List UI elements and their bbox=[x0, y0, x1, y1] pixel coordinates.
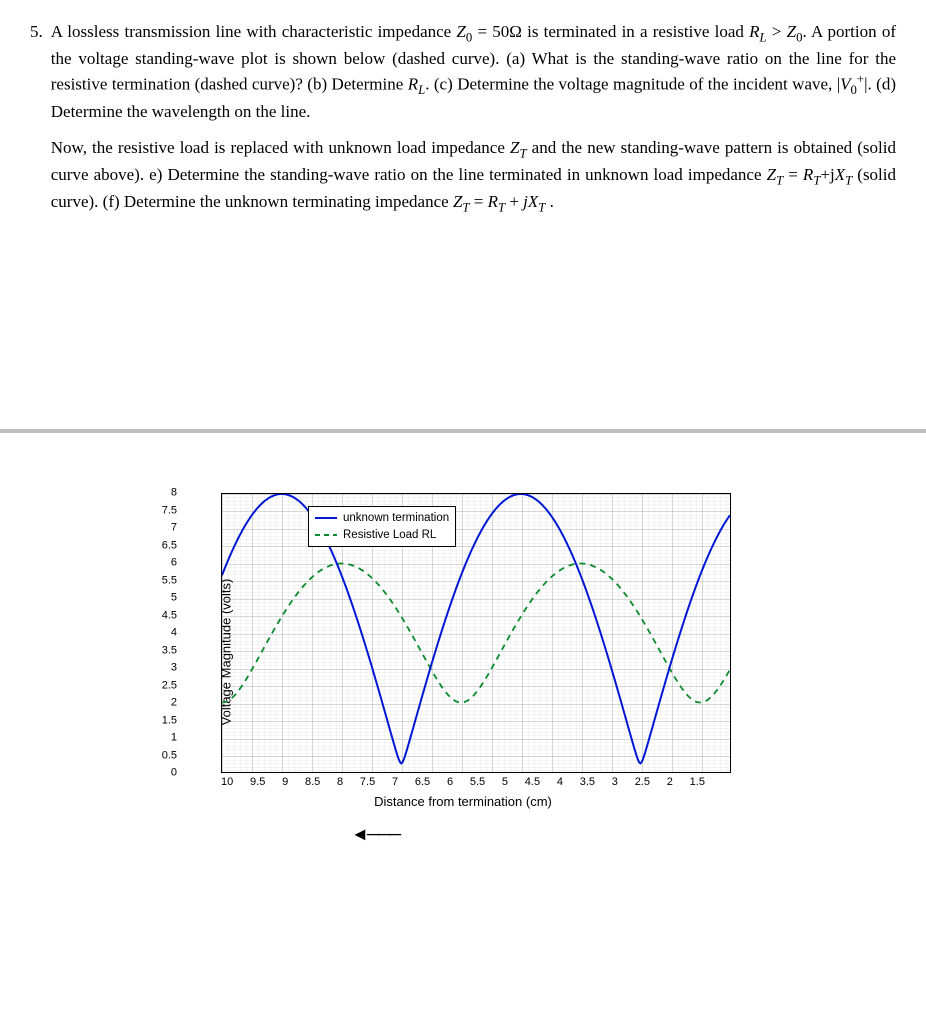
sub-L: L bbox=[760, 30, 767, 44]
sub-T: T bbox=[519, 146, 526, 160]
text: . (c) Determine the voltage magnitude of… bbox=[425, 75, 840, 94]
text: +j bbox=[820, 165, 834, 184]
problem-body: A lossless transmission line with charac… bbox=[51, 20, 896, 229]
text: = 50Ω is terminated in a resistive load bbox=[472, 22, 749, 41]
plot-area: unknown termination Resistive Load RL bbox=[221, 493, 731, 773]
legend-item: Resistive Load RL bbox=[315, 527, 449, 543]
paragraph-2: Now, the resistive load is replaced with… bbox=[51, 136, 896, 218]
divider bbox=[0, 429, 926, 433]
sub-T: T bbox=[462, 201, 469, 215]
sym-R: R bbox=[488, 192, 498, 211]
sym-Z: Z bbox=[787, 22, 796, 41]
problem-block: 5. A lossless transmission line with cha… bbox=[30, 20, 896, 229]
problem-number: 5. bbox=[30, 20, 43, 229]
sym-R: R bbox=[749, 22, 759, 41]
unknown-curve bbox=[222, 494, 730, 763]
sym-Z: Z bbox=[453, 192, 462, 211]
curves-svg bbox=[222, 494, 730, 772]
swatch-dash-icon bbox=[315, 534, 337, 536]
legend-item: unknown termination bbox=[315, 510, 449, 526]
arrow-left-icon: ◄─── bbox=[351, 822, 399, 847]
sym-R: R bbox=[408, 75, 418, 94]
sym-X: X bbox=[528, 192, 538, 211]
x-ticks: 109.598.587.576.565.554.543.532.521.5 bbox=[183, 775, 743, 790]
x-axis-label: Distance from termination (cm) bbox=[183, 793, 743, 811]
legend-label: Resistive Load RL bbox=[343, 527, 436, 543]
standing-wave-chart: Voltage Magnitude (volts) 00.511.522.533… bbox=[183, 493, 743, 811]
resistive-curve bbox=[222, 564, 730, 703]
paragraph-1: A lossless transmission line with charac… bbox=[51, 20, 896, 124]
sym-Z: Z bbox=[456, 22, 465, 41]
sym-Z: Z bbox=[767, 165, 776, 184]
text: = bbox=[470, 192, 488, 211]
sym-R: R bbox=[803, 165, 813, 184]
text: Now, the resistive load is replaced with… bbox=[51, 138, 510, 157]
swatch-solid-icon bbox=[315, 517, 337, 519]
legend: unknown termination Resistive Load RL bbox=[308, 506, 456, 546]
sup-plus: + bbox=[857, 72, 864, 86]
text: = bbox=[783, 165, 803, 184]
sym-V: V bbox=[840, 75, 850, 94]
legend-label: unknown termination bbox=[343, 510, 449, 526]
sym-X: X bbox=[835, 165, 845, 184]
y-ticks: 00.511.522.533.544.555.566.577.58 bbox=[181, 493, 217, 773]
text: . bbox=[545, 192, 554, 211]
sub-T: T bbox=[498, 201, 505, 215]
text: > bbox=[767, 22, 787, 41]
text: A lossless transmission line with charac… bbox=[51, 22, 457, 41]
chart-container: Voltage Magnitude (volts) 00.511.522.533… bbox=[30, 493, 896, 811]
